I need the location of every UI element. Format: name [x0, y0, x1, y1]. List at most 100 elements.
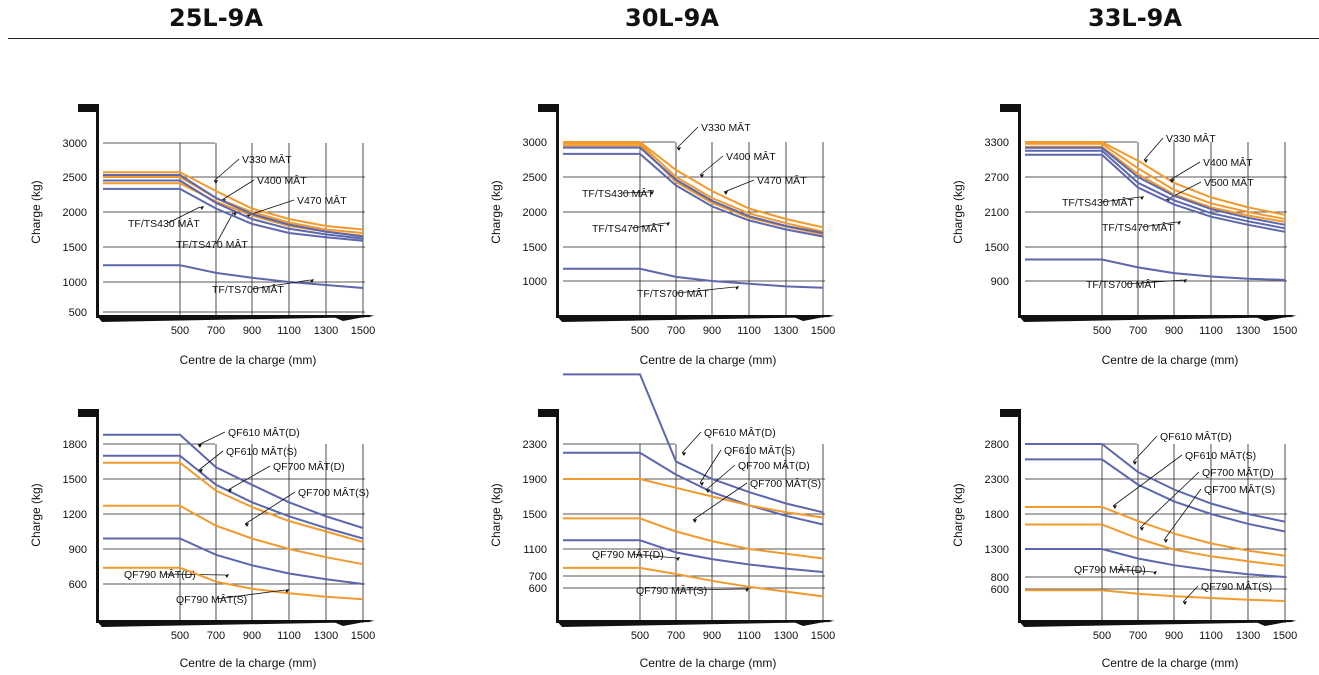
series-leader-line	[681, 431, 702, 454]
series-leader-arrow	[214, 180, 218, 184]
y-tick-label: 1500	[63, 474, 87, 486]
series-line	[1025, 458, 1286, 533]
x-tick-label: 700	[1129, 325, 1147, 337]
x-tick-label: 1500	[1273, 630, 1297, 642]
series-label: TF/TS430 MÂT	[582, 187, 654, 200]
series-line	[563, 451, 824, 526]
series-leader-line	[631, 553, 677, 559]
x-axis-bar	[1018, 620, 1295, 627]
y-tick-label: 1000	[63, 277, 87, 289]
series-label: QF610 MÂT(S)	[724, 444, 795, 457]
series-line	[1025, 153, 1286, 233]
x-tick-label: 500	[171, 325, 189, 337]
series-label: QF610 MÂT(D)	[1160, 430, 1232, 443]
series-leader-line	[631, 222, 667, 229]
y-tick-label: 600	[529, 583, 547, 595]
series-leader-arrow	[1113, 505, 1117, 509]
series-line	[103, 187, 364, 242]
series-line	[1025, 146, 1286, 226]
series-leader-line	[163, 573, 226, 576]
series-line	[563, 478, 824, 519]
series-line	[1025, 145, 1286, 223]
series-label: QF700 MÂT(S)	[298, 486, 369, 499]
y-tick-label: 2500	[63, 172, 87, 184]
x-axis-tip	[329, 620, 375, 626]
series-leader-line	[692, 482, 748, 521]
series-leader-line	[251, 279, 311, 290]
x-tick-label: 1300	[314, 325, 338, 337]
series-leader-line	[198, 450, 224, 471]
series-label: V470 MÂT	[757, 174, 807, 187]
series-leader-arrow	[1170, 179, 1174, 183]
chart-25l-9a-bottom: 1800 1500 1200 900 600 500 700 900 1100 1300 1500 Q…	[29, 409, 375, 670]
series-leader-arrow	[285, 589, 289, 593]
x-tick-label: 1300	[1236, 325, 1260, 337]
x-axis-bar	[96, 620, 373, 627]
y-tick-label: 3300	[985, 137, 1009, 149]
x-tick-label: 700	[207, 630, 225, 642]
series-leader-line	[699, 155, 724, 176]
series-line	[103, 176, 364, 234]
series-leader-arrow	[1133, 461, 1137, 465]
x-axis-bar	[556, 620, 833, 627]
series-line	[563, 142, 824, 233]
y-axis-title: Charge (kg)	[29, 180, 43, 243]
series-line	[1025, 141, 1286, 216]
x-tick-label: 1100	[277, 630, 301, 642]
y-tick-label: 1100	[523, 544, 547, 556]
y-tick-label: 600	[69, 579, 87, 591]
series-label: V400 MÂT	[726, 150, 776, 163]
x-axis-title: Centre de la charge (mm)	[640, 656, 777, 670]
series-leader-arrow	[682, 452, 686, 456]
series-leader-line	[699, 449, 722, 484]
series-label: QF700 MÂT(D)	[738, 459, 810, 472]
series-line	[1025, 523, 1286, 567]
x-tick-label: 500	[631, 325, 649, 337]
x-tick-label: 700	[667, 325, 685, 337]
y-tick-label: 3000	[63, 138, 87, 150]
x-axis-title: Centre de la charge (mm)	[1102, 353, 1239, 367]
series-leader-line	[675, 588, 746, 591]
y-tick-label: 1900	[523, 474, 547, 486]
series-leader-line	[167, 206, 201, 224]
x-tick-label: 900	[703, 630, 721, 642]
y-axis-title: Charge (kg)	[951, 180, 965, 243]
series-line	[1025, 258, 1286, 281]
series-leader-line	[1141, 221, 1178, 228]
series-leader-arrow	[233, 212, 237, 216]
series-leader-arrow	[1140, 196, 1144, 200]
series-leader-arrow	[1153, 571, 1157, 575]
x-axis-title: Centre de la charge (mm)	[180, 353, 317, 367]
x-tick-label: 1500	[1273, 325, 1297, 337]
x-axis-bar	[556, 315, 833, 322]
series-leader-arrow	[1183, 279, 1187, 283]
series-line	[103, 433, 364, 529]
series-leader-arrow	[745, 588, 749, 592]
series-leader-line	[1143, 137, 1164, 161]
y-tick-label: 1500	[985, 242, 1009, 254]
x-tick-label: 1500	[351, 630, 375, 642]
series-leader-arrow	[666, 222, 670, 226]
y-tick-label: 3000	[523, 137, 547, 149]
x-tick-label: 1100	[1199, 325, 1223, 337]
chart-33l-9a-top: 3300 2700 2100 1500 900 500 700 900 1100 1300 1500…	[951, 104, 1297, 367]
series-label: V330 MÂT	[701, 121, 751, 134]
series-label: TF/TS430 MÂT	[1062, 196, 1134, 209]
series-line	[563, 373, 824, 514]
x-axis-tip	[329, 315, 375, 321]
series-line	[563, 152, 824, 238]
y-tick-label: 700	[529, 571, 547, 583]
chart-25l-9a-top: 3000 2500 2000 1500 1000 500 500 700 900 1100 1300…	[29, 104, 375, 367]
series-leader-arrow	[724, 191, 728, 195]
series-leader-arrow	[310, 279, 314, 283]
series-label: TF/TS700 MÂT	[1086, 278, 1158, 291]
series-leader-arrow	[735, 286, 739, 290]
series-leader-arrow	[245, 523, 249, 527]
x-axis-title: Centre de la charge (mm)	[1102, 656, 1239, 670]
series-label: QF610 MÂT(S)	[226, 445, 297, 458]
series-label: QF790 MÂT(S)	[1201, 580, 1272, 593]
series-leader-arrow	[700, 482, 704, 486]
series-line	[103, 504, 364, 566]
series-line	[563, 141, 824, 229]
y-axis-bar	[1000, 104, 1021, 318]
